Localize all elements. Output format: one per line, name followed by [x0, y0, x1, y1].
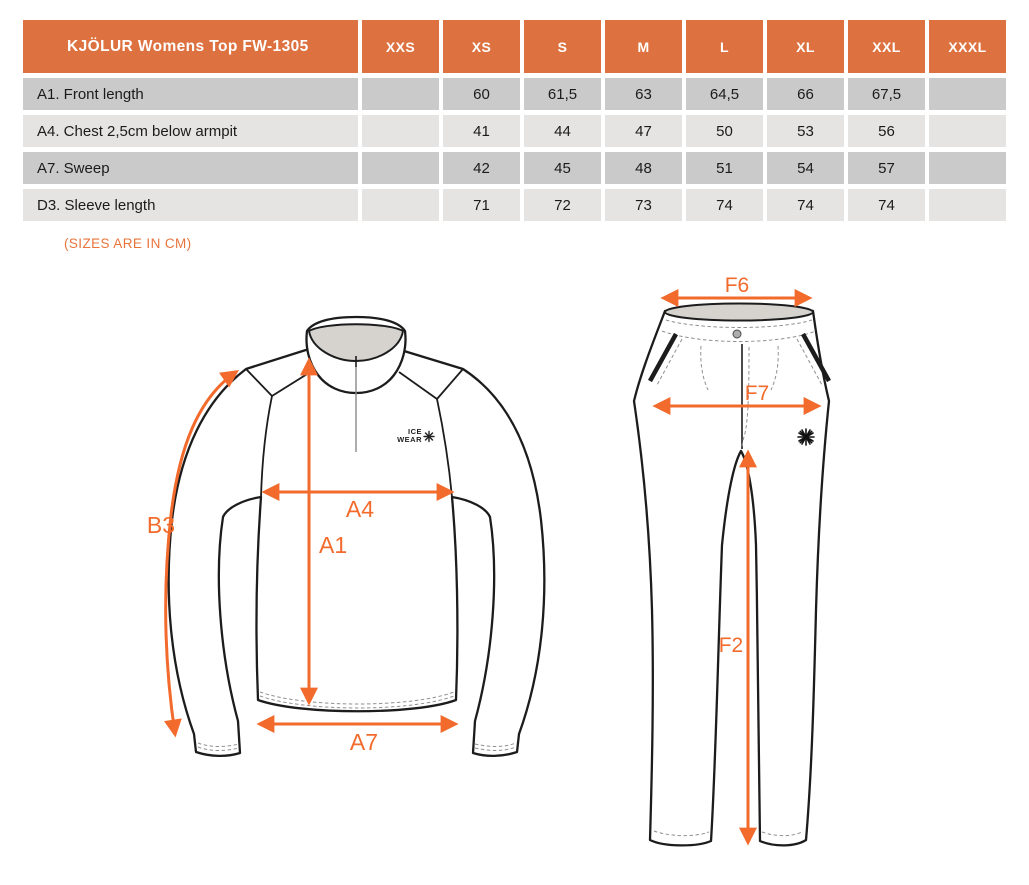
size-chart-table: KJÖLUR Womens Top FW-1305 XXS XS S M L X…	[23, 20, 1006, 221]
size-value: 53	[767, 115, 844, 147]
logo-snowflake-icon	[423, 430, 435, 443]
label-f6: F6	[725, 274, 750, 297]
pants-silhouette	[632, 303, 831, 847]
size-value	[362, 78, 439, 110]
size-value	[362, 189, 439, 221]
sizes-in-cm-note: (SIZES ARE IN CM)	[64, 236, 192, 251]
icewear-logo: ICE WEAR	[397, 427, 435, 444]
size-col-header-s: S	[524, 20, 601, 73]
size-value	[362, 152, 439, 184]
row-label-chest: A4. Chest 2,5cm below armpit	[23, 115, 358, 147]
size-col-header-l: L	[686, 20, 763, 73]
arrow-b3-sleeve	[163, 369, 239, 738]
size-col-header-xs: XS	[443, 20, 520, 73]
size-value: 56	[848, 115, 925, 147]
size-value: 45	[524, 152, 601, 184]
size-value: 67,5	[848, 78, 925, 110]
pants-fly	[741, 344, 750, 449]
top-silhouette	[167, 343, 546, 758]
logo-text-ice: ICE	[408, 427, 422, 436]
label-a7: A7	[350, 729, 378, 755]
size-col-header-xxxl: XXXL	[929, 20, 1006, 73]
label-f2: F2	[719, 634, 744, 657]
table-title: KJÖLUR Womens Top FW-1305	[23, 20, 358, 73]
size-value: 48	[605, 152, 682, 184]
top-stitching	[197, 691, 517, 751]
top-measurement-arrows: B3 A4 A1 A7	[147, 357, 459, 755]
size-value: 41	[443, 115, 520, 147]
size-value: 51	[686, 152, 763, 184]
row-label-sweep: A7. Sweep	[23, 152, 358, 184]
label-a4: A4	[346, 496, 374, 522]
pants-pockets	[648, 332, 831, 386]
size-value: 60	[443, 78, 520, 110]
size-value: 42	[443, 152, 520, 184]
label-f7: F7	[745, 382, 770, 405]
logo-text-wear: WEAR	[397, 435, 422, 444]
size-value: 50	[686, 115, 763, 147]
size-value	[362, 115, 439, 147]
size-value: 44	[524, 115, 601, 147]
waist-button	[732, 329, 742, 339]
pants-snowflake-icon	[797, 428, 815, 446]
size-value: 73	[605, 189, 682, 221]
size-value: 54	[767, 152, 844, 184]
size-value: 72	[524, 189, 601, 221]
top-collar-inside	[307, 323, 405, 363]
size-value: 74	[686, 189, 763, 221]
womens-top-drawing: ICE WEAR B3 A4 A1 A7	[147, 315, 546, 758]
pants-measurement-arrows: F6 F7 F2	[652, 274, 822, 846]
label-a1: A1	[319, 532, 347, 558]
size-col-header-xxl: XXL	[848, 20, 925, 73]
size-value: 61,5	[524, 78, 601, 110]
size-col-header-xxs: XXS	[362, 20, 439, 73]
size-col-header-xl: XL	[767, 20, 844, 73]
size-value: 64,5	[686, 78, 763, 110]
size-value: 74	[848, 189, 925, 221]
size-value	[929, 115, 1006, 147]
size-value: 47	[605, 115, 682, 147]
row-label-front-length: A1. Front length	[23, 78, 358, 110]
garment-measurement-diagram: ICE WEAR B3 A4 A1 A7	[147, 274, 831, 847]
pants-drawing: F6 F7 F2	[632, 274, 831, 847]
row-label-sleeve-length: D3. Sleeve length	[23, 189, 358, 221]
size-value	[929, 189, 1006, 221]
size-value: 74	[767, 189, 844, 221]
size-value: 66	[767, 78, 844, 110]
size-value: 63	[605, 78, 682, 110]
label-b3: B3	[147, 512, 175, 538]
size-value	[929, 152, 1006, 184]
size-value: 57	[848, 152, 925, 184]
pants-waist-opening	[664, 302, 814, 322]
size-col-header-m: M	[605, 20, 682, 73]
size-value	[929, 78, 1006, 110]
size-value: 71	[443, 189, 520, 221]
